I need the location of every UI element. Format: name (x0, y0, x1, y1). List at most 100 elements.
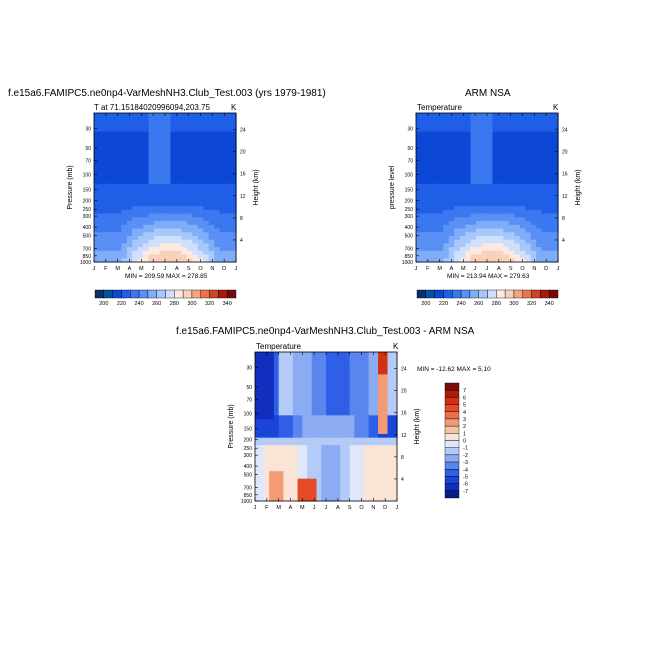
diff-cell (359, 448, 365, 454)
model-cell (115, 198, 122, 203)
model-cell (132, 250, 139, 256)
model-cell (230, 239, 237, 244)
model-cell (203, 176, 210, 181)
diff-cell (373, 363, 379, 368)
obs-cell (448, 221, 455, 226)
obs-cell (541, 239, 548, 244)
model-cell (203, 198, 210, 203)
obs-cell (503, 150, 510, 155)
diff-cell (344, 482, 351, 487)
obs-cell (530, 176, 537, 181)
obs-cell (497, 172, 504, 177)
diff-cell (359, 396, 365, 402)
model-cell (197, 142, 204, 148)
diff-cell (264, 445, 270, 450)
model-cell (99, 116, 106, 122)
diff-cell (373, 392, 379, 398)
diff-cell (382, 448, 389, 454)
model-height-tick-label: 12 (240, 194, 246, 200)
model-cell (203, 247, 210, 252)
model-cell (154, 247, 161, 252)
diff-cell (387, 366, 393, 372)
diff-x-tick-label: M (276, 505, 281, 511)
diff-cell (273, 482, 280, 487)
obs-cell (497, 224, 504, 230)
obs-cell (508, 198, 515, 203)
diff-cell (335, 400, 341, 405)
model-cell (126, 187, 133, 192)
model-cell (104, 113, 111, 118)
model-cell (214, 191, 221, 196)
model-colorbar-swatch (218, 289, 228, 299)
obs-cell (497, 113, 504, 118)
diff-cell (259, 433, 266, 439)
obs-cell (432, 113, 439, 118)
obs-cell (421, 247, 428, 252)
obs-cell (552, 131, 559, 136)
obs-cell (541, 228, 548, 233)
obs-cell (437, 213, 444, 218)
diff-cell (349, 389, 355, 394)
obs-colorbar-swatch (504, 289, 515, 299)
obs-cell (432, 239, 439, 244)
diff-cell (273, 463, 280, 469)
model-cell (219, 232, 226, 237)
model-cell (225, 124, 232, 129)
obs-cell (416, 176, 423, 181)
diff-cell (382, 460, 389, 465)
obs-cell (437, 116, 444, 122)
diff-cell (363, 411, 370, 416)
obs-cell (470, 153, 477, 159)
diff-cell (283, 396, 289, 402)
model-cell (148, 135, 155, 140)
diff-cell (387, 497, 393, 502)
obs-cell (448, 213, 455, 218)
obs-cell (492, 250, 499, 256)
obs-cell (552, 247, 559, 252)
model-cell (181, 161, 188, 166)
model-cell (208, 209, 215, 215)
diff-cell (340, 407, 346, 413)
model-cell (104, 180, 111, 185)
model-cell (203, 142, 210, 148)
obs-cell (508, 127, 515, 133)
diff-cell (359, 385, 365, 390)
model-cell (214, 209, 221, 215)
model-cell (230, 142, 237, 148)
diff-cell (283, 441, 289, 446)
diff-cell (335, 430, 341, 435)
model-cell (137, 142, 144, 148)
diff-cell (373, 445, 379, 450)
model-cell (230, 235, 237, 241)
obs-cell (536, 239, 543, 244)
diff-cell (387, 478, 393, 483)
obs-cell (432, 150, 439, 155)
model-cell (94, 194, 101, 200)
diff-cell (297, 352, 303, 357)
model-cell (154, 165, 161, 170)
model-cell (214, 120, 221, 125)
model-cell (132, 247, 139, 252)
model-cell (165, 258, 172, 263)
diff-cell (368, 474, 374, 480)
diff-cell (321, 441, 327, 446)
diff-height-tick-label: 24 (401, 367, 407, 373)
obs-cell (492, 146, 499, 151)
obs-cell (514, 139, 521, 144)
obs-cell (530, 168, 537, 174)
model-cell (110, 176, 117, 181)
model-cell (170, 198, 177, 203)
diff-cell (373, 437, 379, 442)
diff-cell (283, 366, 289, 372)
obs-cell (508, 153, 515, 159)
obs-cell (421, 146, 428, 151)
model-cell (104, 131, 111, 136)
obs-cell (508, 194, 515, 200)
model-cell (165, 217, 172, 222)
diff-cell (387, 415, 393, 420)
obs-cell (492, 168, 499, 174)
obs-cell (487, 150, 494, 155)
model-cell (230, 247, 237, 252)
obs-cell (508, 250, 515, 256)
diff-cell (283, 482, 289, 487)
